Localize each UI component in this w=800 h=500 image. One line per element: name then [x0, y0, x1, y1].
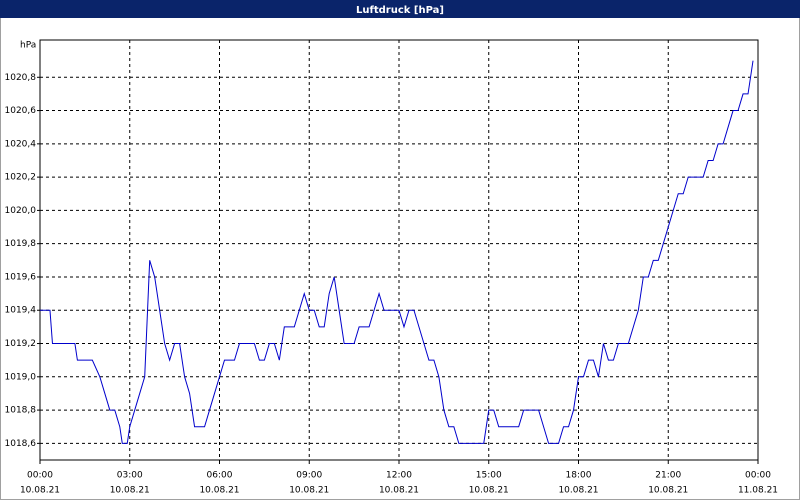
x-tick-date: 10.08.21: [379, 486, 419, 496]
x-tick-date: 10.08.21: [199, 486, 239, 496]
y-tick-label: 1019,0: [5, 372, 37, 382]
y-tick-label: 1019,2: [5, 339, 37, 349]
x-tick-date: 11.08.21: [738, 486, 778, 496]
y-tick-label: 1020,8: [5, 73, 37, 83]
x-tick-date: 10.08.21: [469, 486, 509, 496]
chart-title: Luftdruck [hPa]: [356, 5, 444, 16]
x-tick-label: 09:00: [296, 471, 322, 481]
x-tick-label: 15:00: [476, 471, 502, 481]
y-tick-label: 1020,4: [5, 139, 37, 149]
x-tick-label: 12:00: [386, 471, 412, 481]
title-bar: [0, 0, 800, 18]
x-tick-date: 10.08.21: [558, 486, 598, 496]
x-tick-date: 10.08.21: [289, 486, 329, 496]
x-tick-date: 10.08.21: [20, 486, 60, 496]
y-tick-label: 1019,4: [5, 306, 37, 316]
x-tick-label: 00:00: [745, 471, 771, 481]
y-tick-label: 1020,0: [5, 206, 37, 216]
y-tick-label: 1018,8: [5, 406, 37, 416]
plot-frame: [39, 39, 759, 461]
y-tick-label: 1020,6: [5, 106, 37, 116]
y-tick-label: 1018,6: [5, 439, 37, 449]
x-tick-label: 06:00: [207, 471, 233, 481]
x-tick-date: 10.08.21: [110, 486, 150, 496]
x-tick-label: 00:00: [27, 471, 53, 481]
plot: 1018,6 1018,8 1019,0 1019,2 1019,4 1019,6 1019…: [5, 39, 778, 496]
y-tick-label: 1019,6: [5, 272, 37, 282]
x-tick-label: 03:00: [117, 471, 143, 481]
x-tick-label: 18:00: [566, 471, 592, 481]
y-tick-label: 1019,8: [5, 239, 37, 249]
x-tick-label: 21:00: [655, 471, 681, 481]
x-tick-date: 10.08.21: [648, 486, 688, 496]
data-line: [40, 60, 754, 444]
y-tick-label: 1020,2: [5, 173, 37, 183]
y-axis-label: hPa: [20, 41, 36, 51]
